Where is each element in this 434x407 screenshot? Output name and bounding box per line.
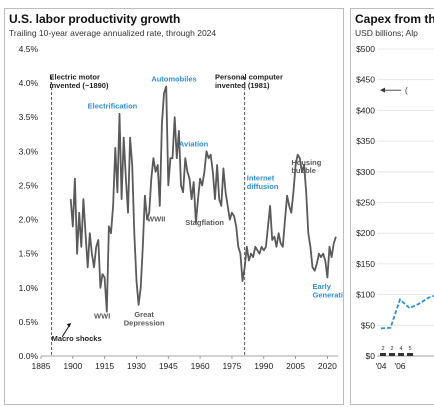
capex-bar bbox=[398, 353, 404, 356]
annotation-label: bubble bbox=[291, 166, 316, 175]
x-tick-label: 1930 bbox=[127, 361, 146, 371]
capex-y-tick-label: $300 bbox=[356, 167, 375, 177]
annotation-label: Housing bbox=[291, 158, 321, 167]
capex-y-tick-label: $350 bbox=[356, 136, 375, 146]
annotation-label: Depression bbox=[124, 318, 165, 327]
capex-chart-panel: Capex from th USD billions; Alp $0 $50 $10… bbox=[350, 8, 434, 405]
chart-title: U.S. labor productivity growth bbox=[9, 12, 181, 26]
capex-bar bbox=[380, 353, 386, 356]
y-tick-label: 0.0% bbox=[19, 351, 39, 361]
annotation-label: Automobiles bbox=[151, 75, 196, 84]
productivity-chart-panel: U.S. labor productivity growth Trailing … bbox=[4, 8, 344, 405]
annotation-label: Personal computer bbox=[215, 73, 283, 82]
capex-bar-label: 2 bbox=[390, 346, 393, 352]
capex-chart-svg: $0 $50 $100 $150 $200 $250 $300 $350 $400 $450 $50… bbox=[356, 44, 434, 371]
productivity-series-line bbox=[69, 85, 337, 313]
capex-chart-subtitle: USD billions; Alp bbox=[355, 28, 418, 38]
annotation-label: Aviation bbox=[179, 140, 209, 149]
annotation-label: Early bbox=[313, 282, 332, 291]
capex-arrow-label: ( bbox=[405, 86, 408, 95]
capex-arrowhead bbox=[380, 87, 385, 93]
annotation-label: invented (~1890) bbox=[49, 81, 108, 90]
productivity-chart-svg: 0.0% 0.5% 1.0% 1.5% 2.0% 2.5% 3.0% 3.5% 4.0% 4.5%… bbox=[19, 44, 343, 371]
y-tick-label: 1.0% bbox=[19, 283, 39, 293]
capex-y-tick-label: $0 bbox=[366, 351, 376, 361]
annotation-label: Macro shocks bbox=[52, 334, 102, 343]
capex-series-line bbox=[380, 294, 434, 330]
capex-x-tick-label: '04 bbox=[375, 361, 386, 371]
capex-bar-label: 5 bbox=[408, 346, 411, 352]
capex-y-tick-label: $250 bbox=[356, 198, 375, 208]
annotation-label: diffusion bbox=[247, 182, 279, 191]
x-tick-label: 2020 bbox=[318, 361, 337, 371]
capex-y-tick-label: $450 bbox=[356, 75, 375, 85]
x-tick-label: 1975 bbox=[222, 361, 241, 371]
capex-y-tick-label: $400 bbox=[356, 105, 375, 115]
y-tick-label: 3.0% bbox=[19, 146, 39, 156]
capex-bar-label: 2 bbox=[381, 346, 384, 352]
capex-bar bbox=[389, 353, 395, 356]
y-tick-label: 4.0% bbox=[19, 78, 39, 88]
annotation-label: Generative AI bbox=[313, 290, 343, 299]
annotation-label: Electric motor bbox=[49, 73, 100, 82]
x-tick-label: 1900 bbox=[63, 361, 82, 371]
chart-subtitle: Trailing 10-year average annualized rate… bbox=[9, 28, 217, 38]
annotation-label: Internet bbox=[247, 174, 275, 183]
x-tick-label: 2005 bbox=[286, 361, 305, 371]
capex-y-tick-label: $100 bbox=[356, 290, 375, 300]
x-tick-label: 1960 bbox=[191, 361, 210, 371]
y-tick-label: 1.5% bbox=[19, 249, 39, 259]
annotation-label: invented (1981) bbox=[215, 81, 270, 90]
capex-bar bbox=[407, 353, 413, 356]
capex-y-tick-label: $500 bbox=[356, 44, 375, 54]
capex-bar-label: 4 bbox=[399, 346, 402, 352]
x-tick-label: 1945 bbox=[159, 361, 178, 371]
y-tick-label: 4.5% bbox=[19, 44, 39, 54]
capex-y-tick-label: $50 bbox=[361, 320, 375, 330]
capex-x-tick-label: '06 bbox=[394, 361, 405, 371]
x-tick-label: 1915 bbox=[95, 361, 114, 371]
capex-chart-title: Capex from th bbox=[355, 12, 434, 26]
y-tick-label: 2.0% bbox=[19, 215, 39, 225]
annotation-label: WWII bbox=[147, 215, 165, 224]
y-tick-label: 0.5% bbox=[19, 317, 39, 327]
macro-shocks-arrowhead bbox=[66, 323, 71, 328]
annotation-label: Great bbox=[134, 310, 154, 319]
y-tick-label: 2.5% bbox=[19, 180, 39, 190]
capex-y-tick-label: $150 bbox=[356, 259, 375, 269]
annotation-label: Electrification bbox=[88, 101, 138, 110]
annotation-label: WWI bbox=[94, 311, 110, 320]
x-tick-label: 1885 bbox=[32, 361, 51, 371]
capex-y-tick-label: $200 bbox=[356, 228, 375, 238]
y-tick-label: 3.5% bbox=[19, 112, 39, 122]
x-tick-label: 1990 bbox=[254, 361, 273, 371]
annotation-label: Stagflation bbox=[185, 218, 224, 227]
